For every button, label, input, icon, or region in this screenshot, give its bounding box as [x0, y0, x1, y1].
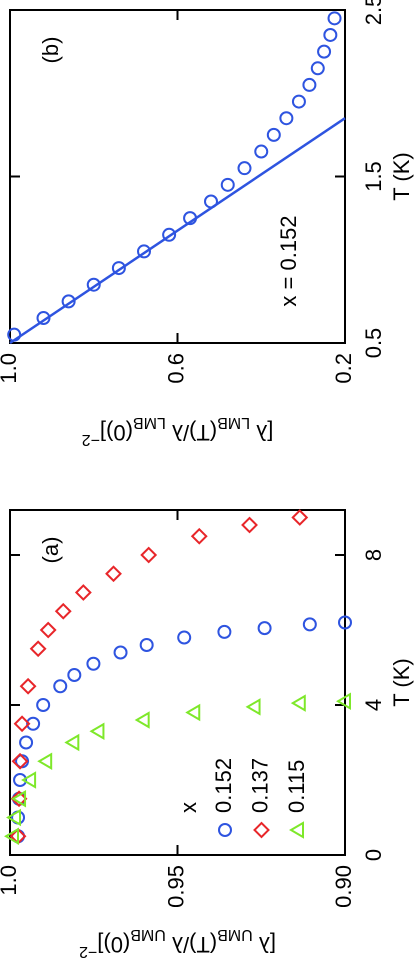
y-axis-label-part: UMB — [217, 926, 253, 943]
marker — [21, 771, 37, 789]
y-axis-label-part: [λ — [250, 420, 273, 445]
legend-label: 0.152 — [211, 758, 236, 813]
marker — [162, 227, 177, 242]
x-axis-label: T (K) — [389, 658, 414, 706]
marker — [64, 733, 80, 752]
marker — [217, 624, 232, 639]
marker — [245, 698, 261, 716]
y-axis-label-part: −2 — [82, 431, 100, 448]
marker — [338, 615, 352, 630]
marker — [336, 692, 351, 710]
marker — [36, 311, 51, 326]
legend-label: 0.137 — [247, 758, 272, 813]
marker — [39, 621, 57, 639]
y-axis-label: [λ LMB(T)/λ LMB(0)]−2 — [82, 414, 274, 448]
y-axis-label-part: LMB — [217, 414, 250, 431]
marker — [137, 244, 151, 259]
marker — [37, 752, 53, 770]
marker — [290, 694, 306, 712]
marker — [253, 821, 270, 839]
marker — [266, 127, 281, 142]
marker — [74, 584, 92, 601]
marker — [89, 722, 105, 740]
marker — [291, 94, 306, 109]
y-tick-label: 0.6 — [163, 353, 188, 384]
marker — [323, 27, 338, 42]
panel: 0.51.52.50.20.61.0T (K)[λ LMB(T)/λ LMB(0… — [0, 0, 414, 448]
marker — [279, 111, 294, 126]
marker — [53, 679, 68, 694]
marker — [54, 602, 72, 620]
marker — [86, 656, 101, 671]
y-axis-label-part: (0)] — [100, 420, 133, 445]
marker — [140, 546, 158, 564]
marker — [13, 715, 31, 733]
x-tick-label: 0 — [361, 849, 386, 861]
x-tick-label: 1.5 — [361, 161, 386, 192]
marker — [86, 277, 101, 292]
marker — [26, 716, 41, 731]
marker — [36, 698, 51, 712]
x-axis-label: T (K) — [389, 152, 414, 200]
marker — [67, 668, 82, 682]
legend-title: x — [176, 802, 201, 813]
marker — [190, 527, 208, 545]
marker — [257, 621, 272, 636]
marker — [185, 703, 201, 722]
marker — [327, 11, 342, 26]
marker — [218, 823, 232, 837]
marker — [4, 827, 20, 845]
panel-label: (b) — [38, 37, 63, 64]
y-axis-label-part: (T)/λ — [166, 420, 217, 445]
marker — [11, 752, 29, 770]
marker — [19, 735, 34, 750]
y-tick-label: 1.0 — [0, 353, 21, 384]
marker — [220, 177, 235, 192]
marker — [105, 565, 122, 583]
marker — [13, 773, 28, 787]
marker — [11, 790, 27, 808]
marker — [134, 711, 150, 729]
y-tick-label: 0.95 — [163, 865, 188, 908]
marker — [289, 821, 304, 839]
marker — [61, 294, 76, 309]
marker — [139, 638, 154, 652]
x-tick-label: 8 — [361, 549, 386, 561]
marker — [19, 677, 37, 695]
marker — [317, 44, 332, 59]
marker — [29, 640, 47, 658]
y-axis-label: [λ UMB(T)/λ UMB(0)]−2 — [79, 926, 276, 960]
legend-label: 0.115 — [284, 760, 309, 813]
y-axis-label-part: LMB — [133, 414, 166, 431]
y-axis-label-part: [λ — [253, 932, 276, 957]
marker — [177, 630, 192, 645]
y-axis-label-part: UMB — [130, 926, 166, 943]
fit-line — [9, 117, 346, 345]
marker — [113, 645, 128, 660]
marker — [302, 77, 317, 92]
y-axis-label-part: −2 — [79, 943, 97, 960]
marker — [302, 617, 317, 632]
x-tick-label: 2.5 — [361, 0, 386, 25]
marker — [241, 516, 258, 534]
marker — [6, 808, 22, 827]
x-tick-label: 0.5 — [361, 328, 386, 359]
marker — [237, 161, 252, 176]
annotation: x = 0.152 — [276, 215, 301, 306]
y-axis-label-part: (T)/λ — [166, 932, 217, 957]
panel-label: (a) — [38, 537, 63, 564]
marker — [291, 509, 309, 526]
y-tick-label: 0.90 — [331, 865, 356, 908]
marker — [310, 61, 325, 76]
marker — [254, 144, 269, 159]
y-tick-label: 0.2 — [331, 353, 356, 384]
x-tick-label: 4 — [361, 699, 386, 711]
y-tick-label: 1.0 — [0, 865, 21, 896]
marker — [111, 261, 126, 276]
y-axis-label-part: (0)] — [97, 932, 130, 957]
